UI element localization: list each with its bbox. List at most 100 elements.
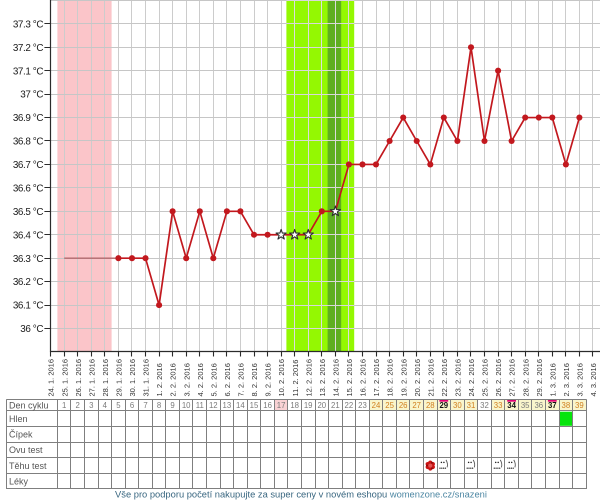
- svg-text:21. 2. 2016: 21. 2. 2016: [426, 359, 435, 397]
- svg-text:Léky: Léky: [9, 476, 29, 486]
- svg-text:2. 3. 2016: 2. 3. 2016: [562, 363, 571, 396]
- svg-text:24. 1. 2016: 24. 1. 2016: [47, 359, 56, 397]
- svg-text:11. 2. 2016: 11. 2. 2016: [291, 360, 300, 397]
- svg-text:21: 21: [331, 401, 340, 410]
- svg-text:36: 36: [534, 401, 543, 410]
- svg-text:16: 16: [263, 401, 272, 410]
- svg-text:3: 3: [89, 401, 93, 410]
- svg-text:38: 38: [562, 401, 571, 410]
- svg-text:2. 2. 2016: 2. 2. 2016: [169, 363, 178, 396]
- svg-text:34: 34: [507, 401, 516, 410]
- svg-text:36.8 °C: 36.8 °C: [13, 137, 44, 148]
- svg-text:30. 1. 2016: 30. 1. 2016: [128, 359, 137, 397]
- svg-text:Hlen: Hlen: [9, 414, 28, 424]
- svg-text:29: 29: [439, 401, 448, 410]
- svg-text:4. 3. 2016: 4. 3. 2016: [589, 363, 598, 396]
- svg-text:5. 2. 2016: 5. 2. 2016: [209, 363, 218, 396]
- svg-text:22. 2. 2016: 22. 2. 2016: [440, 359, 449, 397]
- svg-text:37.3 °C: 37.3 °C: [13, 19, 44, 30]
- svg-text:18. 2. 2016: 18. 2. 2016: [386, 359, 395, 397]
- svg-text:35: 35: [521, 401, 530, 410]
- svg-text:24: 24: [372, 401, 381, 410]
- svg-text:23. 2. 2016: 23. 2. 2016: [454, 359, 463, 397]
- svg-text:28: 28: [426, 401, 435, 410]
- svg-text:9. 2. 2016: 9. 2. 2016: [264, 363, 273, 396]
- svg-text:1. 3. 2016: 1. 3. 2016: [548, 363, 557, 396]
- svg-text:24. 2. 2016: 24. 2. 2016: [467, 359, 476, 397]
- svg-text:26. 1. 2016: 26. 1. 2016: [74, 359, 83, 397]
- svg-text:Den cyklu: Den cyklu: [9, 400, 49, 410]
- svg-text:25. 1. 2016: 25. 1. 2016: [60, 359, 69, 397]
- svg-text:7: 7: [143, 401, 147, 410]
- svg-text:10. 2. 2016: 10. 2. 2016: [277, 359, 286, 397]
- svg-text:6: 6: [130, 401, 134, 410]
- svg-text:13. 2. 2016: 13. 2. 2016: [318, 359, 327, 397]
- svg-text:27. 2. 2016: 27. 2. 2016: [508, 359, 517, 397]
- svg-text:1. 2. 2016: 1. 2. 2016: [155, 363, 164, 396]
- svg-text:37 °C: 37 °C: [20, 90, 43, 101]
- svg-text:36.1 °C: 36.1 °C: [13, 301, 44, 312]
- svg-text:5: 5: [116, 401, 121, 410]
- svg-text:28. 2. 2016: 28. 2. 2016: [521, 359, 530, 397]
- svg-text:6. 2. 2016: 6. 2. 2016: [223, 363, 232, 396]
- svg-text:13: 13: [223, 401, 232, 410]
- svg-text:4. 2. 2016: 4. 2. 2016: [196, 363, 205, 396]
- svg-text:26: 26: [399, 401, 408, 410]
- svg-text:3. 2. 2016: 3. 2. 2016: [182, 363, 191, 396]
- svg-text:12: 12: [209, 401, 218, 410]
- svg-text:20. 2. 2016: 20. 2. 2016: [413, 359, 422, 397]
- svg-text:19: 19: [304, 401, 313, 410]
- svg-text:37.2 °C: 37.2 °C: [13, 43, 44, 54]
- svg-text:7. 2. 2016: 7. 2. 2016: [237, 363, 246, 396]
- svg-text:9: 9: [170, 401, 174, 410]
- svg-text:8: 8: [157, 401, 161, 410]
- svg-text:39: 39: [575, 401, 584, 410]
- svg-text:3. 3. 2016: 3. 3. 2016: [576, 363, 585, 396]
- svg-text:31. 1. 2016: 31. 1. 2016: [142, 359, 151, 397]
- svg-text:23: 23: [358, 401, 367, 410]
- svg-text:14: 14: [236, 401, 245, 410]
- svg-text:36.4 °C: 36.4 °C: [13, 230, 44, 241]
- svg-text:10: 10: [182, 401, 191, 410]
- svg-text:36.9 °C: 36.9 °C: [13, 113, 44, 124]
- svg-text:Čípek: Čípek: [9, 430, 33, 440]
- svg-text:16. 2. 2016: 16. 2. 2016: [359, 359, 368, 397]
- svg-text:36.3 °C: 36.3 °C: [13, 254, 44, 265]
- svg-text:29. 1. 2016: 29. 1. 2016: [115, 359, 124, 397]
- svg-text:30: 30: [453, 401, 462, 410]
- svg-text:36 °C: 36 °C: [20, 324, 43, 335]
- svg-text:8. 2. 2016: 8. 2. 2016: [250, 363, 259, 396]
- svg-text:36.2 °C: 36.2 °C: [13, 277, 44, 288]
- svg-text:1: 1: [62, 401, 66, 410]
- svg-text:27: 27: [412, 401, 421, 410]
- svg-text:37.1 °C: 37.1 °C: [13, 66, 44, 77]
- svg-text:33: 33: [494, 401, 503, 410]
- svg-text:11: 11: [196, 401, 204, 410]
- svg-text:18: 18: [290, 401, 299, 410]
- svg-text:36.7 °C: 36.7 °C: [13, 160, 44, 171]
- svg-text:32: 32: [480, 401, 489, 410]
- svg-text:4: 4: [103, 401, 108, 410]
- svg-text:17: 17: [277, 401, 286, 410]
- svg-text:28. 1. 2016: 28. 1. 2016: [101, 359, 110, 397]
- svg-text:26. 2. 2016: 26. 2. 2016: [494, 359, 503, 397]
- svg-text:Vše pro podporu početí nakupuj: Vše pro podporu početí nakupujte za supe…: [115, 490, 487, 500]
- svg-text:14. 2. 2016: 14. 2. 2016: [332, 359, 341, 397]
- svg-text:27. 1. 2016: 27. 1. 2016: [87, 359, 96, 397]
- svg-text:37: 37: [548, 401, 557, 410]
- svg-text:22: 22: [345, 401, 354, 410]
- svg-text:Těhu test: Těhu test: [9, 461, 47, 471]
- svg-text:12. 2. 2016: 12. 2. 2016: [304, 359, 313, 397]
- svg-text:15. 2. 2016: 15. 2. 2016: [345, 359, 354, 397]
- svg-text:20: 20: [317, 401, 326, 410]
- svg-text:17. 2. 2016: 17. 2. 2016: [372, 359, 381, 397]
- svg-text:36.5 °C: 36.5 °C: [13, 207, 44, 218]
- svg-text:31: 31: [467, 401, 476, 410]
- svg-text:36.6 °C: 36.6 °C: [13, 183, 44, 194]
- svg-text:29. 2. 2016: 29. 2. 2016: [535, 359, 544, 397]
- svg-text:25: 25: [385, 401, 394, 410]
- svg-text:25. 2. 2016: 25. 2. 2016: [481, 359, 490, 397]
- svg-text:19. 2. 2016: 19. 2. 2016: [399, 359, 408, 397]
- svg-text:2: 2: [76, 401, 80, 410]
- svg-text:15: 15: [250, 401, 259, 410]
